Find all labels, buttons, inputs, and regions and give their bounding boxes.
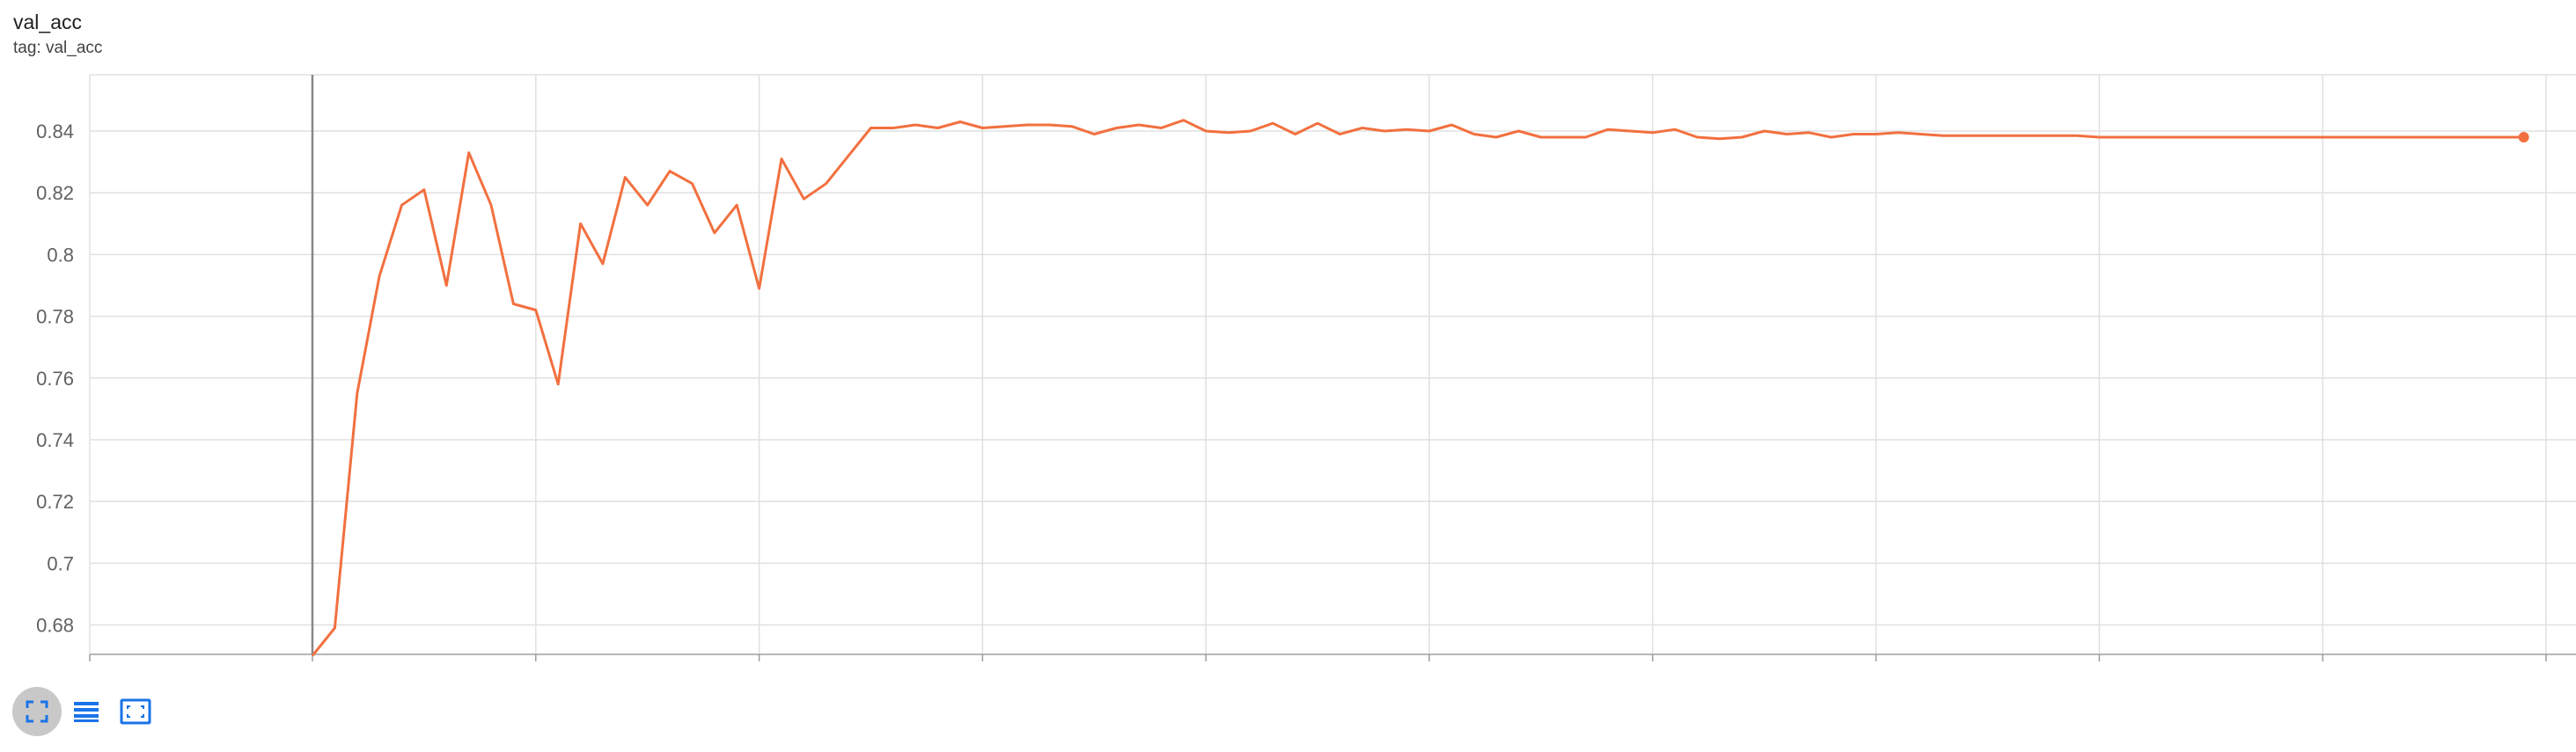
- y-tick-label: 0.82: [36, 182, 74, 204]
- chart-title: val_acc: [13, 11, 82, 33]
- fullscreen-icon: [26, 700, 48, 723]
- fit-domain-button[interactable]: [111, 687, 160, 736]
- y-tick-label: 0.7: [47, 552, 74, 574]
- axis-layer: [89, 75, 2576, 661]
- y-tick-label: 0.78: [36, 306, 74, 328]
- chart-toolbar: [12, 687, 160, 736]
- toggle-log-scale-button[interactable]: [62, 687, 111, 736]
- toggle-log-scale-icon: [74, 702, 99, 722]
- y-tick-label: 0.8: [47, 244, 74, 266]
- tick-labels: 01020304050607080901000.680.70.720.740.7…: [36, 120, 74, 637]
- y-tick-label: 0.72: [36, 491, 74, 513]
- y-tick-label: 0.76: [36, 368, 74, 390]
- series-layer: [311, 119, 2529, 657]
- chart-tag: tag: val_acc: [13, 39, 103, 57]
- series-last-point[interactable]: [2518, 132, 2529, 143]
- fit-domain-icon: [120, 698, 151, 725]
- y-tick-label: 0.68: [36, 615, 74, 637]
- grid-layer: [89, 74, 2576, 654]
- y-tick-label: 0.74: [36, 429, 74, 451]
- fullscreen-button[interactable]: [12, 687, 62, 736]
- series-line[interactable]: [311, 119, 2524, 657]
- y-tick-label: 0.84: [36, 120, 74, 142]
- line-chart[interactable]: 01020304050607080901000.680.70.720.740.7…: [0, 0, 2576, 668]
